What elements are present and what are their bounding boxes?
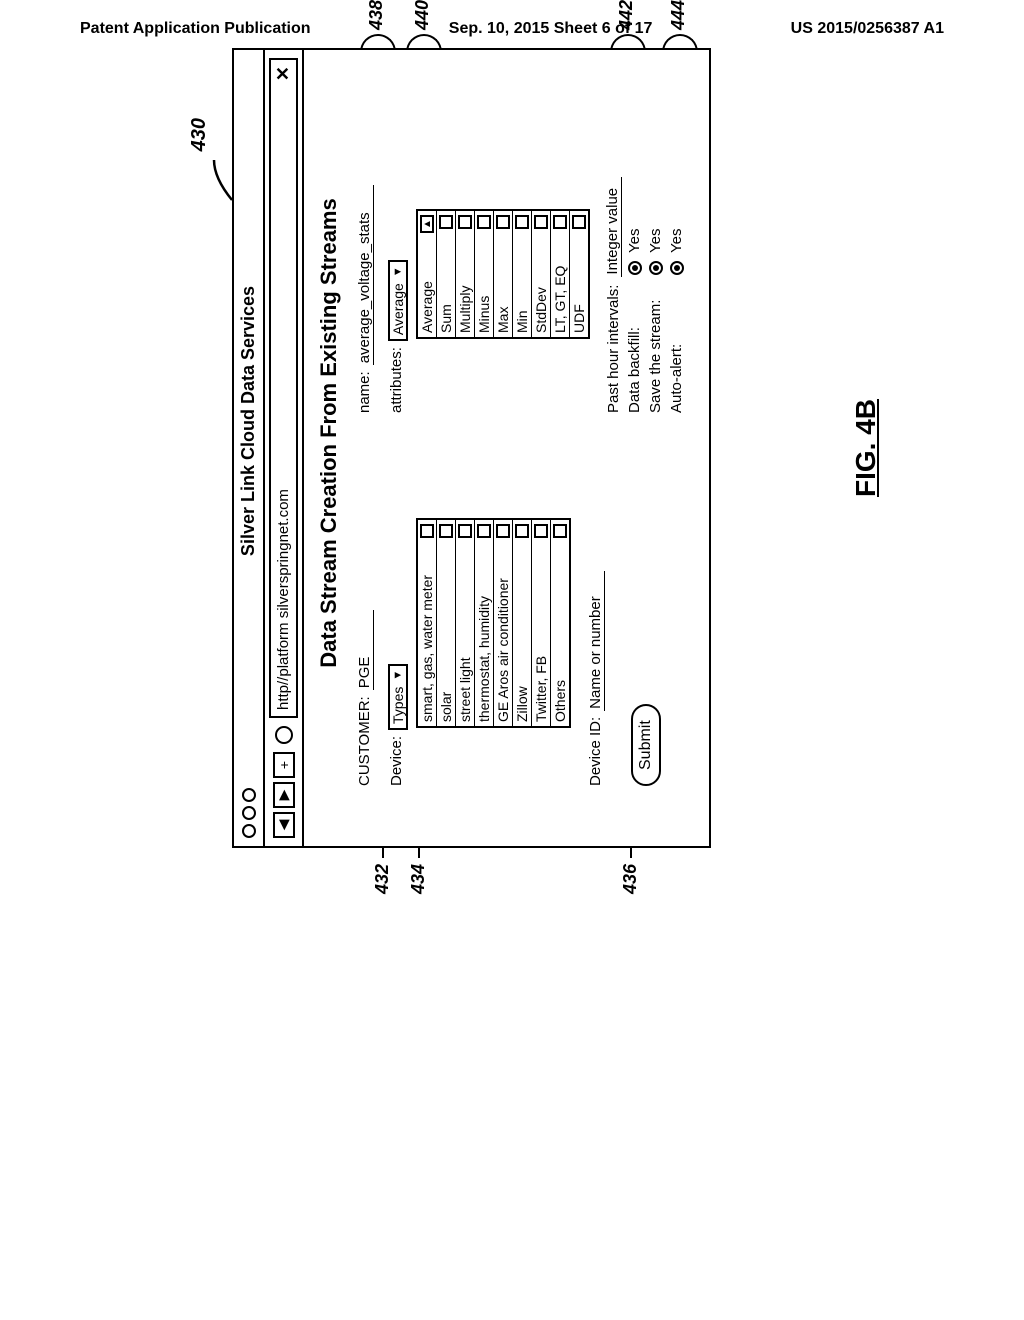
left-column: CUSTOMER: PGE Device: Types ▼ smart, gas… xyxy=(356,453,689,786)
traffic-dot-icon[interactable] xyxy=(242,824,256,838)
list-item[interactable]: thermostat, humidity xyxy=(474,520,493,726)
list-item[interactable]: StdDev xyxy=(531,211,550,337)
scroll-up-icon[interactable]: ▲ xyxy=(420,215,434,233)
callout-440: 440 xyxy=(412,0,433,30)
customer-field[interactable]: PGE xyxy=(356,610,374,690)
checkbox-icon[interactable] xyxy=(439,215,453,229)
browser-window: Silver Link Cloud Data Services ◀ ▶ + ht… xyxy=(232,48,711,848)
radio-yes-icon[interactable] xyxy=(670,261,684,275)
device-label: Device: xyxy=(388,736,405,786)
list-item[interactable]: Multiply xyxy=(455,211,474,337)
checkbox-icon[interactable] xyxy=(534,215,548,229)
list-item[interactable]: Twitter, FB xyxy=(531,520,550,726)
yes-label: Yes xyxy=(626,229,643,253)
list-item[interactable]: Min xyxy=(512,211,531,337)
checkbox-icon[interactable] xyxy=(477,524,491,538)
list-item[interactable]: GE Aros air conditioner xyxy=(493,520,512,726)
callout-438: 438 xyxy=(366,0,387,30)
list-item[interactable]: UDF xyxy=(569,211,588,337)
attributes-list: Average▲ Sum Multiply Minus Max Min StdD… xyxy=(416,209,590,339)
checkbox-icon[interactable] xyxy=(439,524,453,538)
attributes-dropdown-value: Average xyxy=(390,283,406,335)
chevron-down-icon: ▼ xyxy=(392,670,404,681)
list-item[interactable]: Zillow xyxy=(512,520,531,726)
save-label: Save the stream: xyxy=(647,283,664,413)
checkbox-icon[interactable] xyxy=(420,524,434,538)
header-right: US 2015/0256387 A1 xyxy=(791,20,944,38)
checkbox-icon[interactable] xyxy=(572,215,586,229)
interval-label: Past hour intervals: xyxy=(605,285,622,413)
header-left: Patent Application Publication xyxy=(80,20,311,38)
attributes-dropdown[interactable]: Average ▼ xyxy=(388,260,408,341)
device-id-field[interactable]: Name or number xyxy=(587,571,605,711)
checkbox-icon[interactable] xyxy=(553,215,567,229)
traffic-dot-icon[interactable] xyxy=(242,788,256,802)
page-header: Patent Application Publication Sep. 10, … xyxy=(0,0,1024,48)
alert-label: Auto-alert: xyxy=(668,283,685,413)
radio-yes-icon[interactable] xyxy=(649,261,663,275)
callout-432: 432 xyxy=(372,864,393,894)
list-item[interactable]: smart, gas, water meter xyxy=(418,520,436,726)
list-item[interactable]: LT, GT, EQ xyxy=(550,211,569,337)
right-column: name: average_voltage_stats attributes: … xyxy=(356,80,689,413)
window-titlebar: Silver Link Cloud Data Services xyxy=(234,50,265,846)
reload-icon[interactable] xyxy=(275,726,293,744)
list-item[interactable]: Average▲ xyxy=(418,211,436,337)
name-field[interactable]: average_voltage_stats xyxy=(356,185,374,365)
checkbox-icon[interactable] xyxy=(496,215,510,229)
back-button[interactable]: ◀ xyxy=(273,812,295,838)
checkbox-icon[interactable] xyxy=(496,524,510,538)
callout-434: 434 xyxy=(408,864,429,894)
name-label: name: xyxy=(356,371,373,413)
list-item[interactable]: Max xyxy=(493,211,512,337)
window-title: Silver Link Cloud Data Services xyxy=(238,58,259,784)
submit-button[interactable]: Submit xyxy=(631,704,661,786)
url-text: http//platform silverspringnet.com xyxy=(275,489,292,710)
checkbox-icon[interactable] xyxy=(458,524,472,538)
close-icon[interactable]: ✕ xyxy=(273,66,294,91)
figure-label: FIG. 4B xyxy=(850,399,882,497)
forward-button[interactable]: ▶ xyxy=(273,782,295,808)
attributes-label: attributes: xyxy=(388,347,405,413)
chevron-down-icon: ▼ xyxy=(392,266,404,277)
checkbox-icon[interactable] xyxy=(458,215,472,229)
callout-444: 444 xyxy=(668,0,689,30)
list-item[interactable]: Others xyxy=(550,520,569,726)
checkbox-icon[interactable] xyxy=(553,524,567,538)
traffic-dot-icon[interactable] xyxy=(242,806,256,820)
yes-label: Yes xyxy=(668,229,685,253)
device-id-label: Device ID: xyxy=(587,717,604,786)
list-item[interactable]: Minus xyxy=(474,211,493,337)
ref-430: 430 xyxy=(188,118,211,151)
add-tab-button[interactable]: + xyxy=(273,752,295,778)
checkbox-icon[interactable] xyxy=(515,215,529,229)
backfill-label: Data backfill: xyxy=(626,283,643,413)
device-list: smart, gas, water meter solar street lig… xyxy=(416,518,571,728)
url-bar[interactable]: http//platform silverspringnet.com ✕ xyxy=(269,58,298,718)
checkbox-icon[interactable] xyxy=(515,524,529,538)
toolbar: ◀ ▶ + http//platform silverspringnet.com… xyxy=(265,50,304,846)
interval-field[interactable]: Integer value xyxy=(604,177,622,277)
content-area: Data Stream Creation From Existing Strea… xyxy=(304,50,709,846)
checkbox-icon[interactable] xyxy=(477,215,491,229)
radio-yes-icon[interactable] xyxy=(628,261,642,275)
yes-label: Yes xyxy=(647,229,664,253)
callout-442: 442 xyxy=(616,0,637,30)
page-heading: Data Stream Creation From Existing Strea… xyxy=(316,80,342,786)
list-item[interactable]: Sum xyxy=(436,211,455,337)
device-dropdown[interactable]: Types ▼ xyxy=(388,664,408,730)
list-item[interactable]: street light xyxy=(455,520,474,726)
device-dropdown-value: Types xyxy=(390,687,406,724)
list-item[interactable]: solar xyxy=(436,520,455,726)
checkbox-icon[interactable] xyxy=(534,524,548,538)
callout-436: 436 xyxy=(620,864,641,894)
customer-label: CUSTOMER: xyxy=(356,696,373,786)
